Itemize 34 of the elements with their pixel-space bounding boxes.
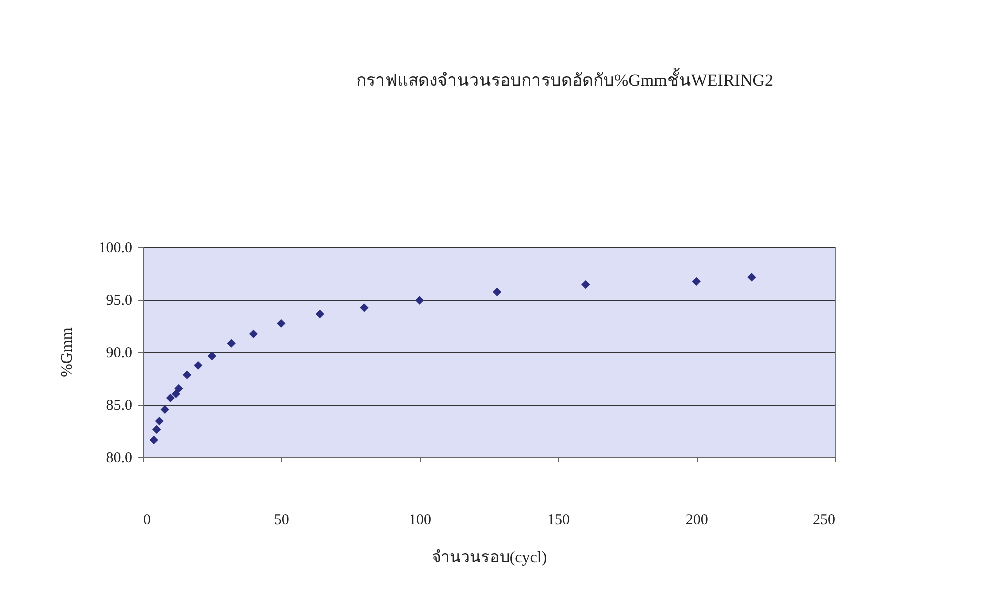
y-axis-title: %Gmm [58,327,76,378]
point [166,394,176,403]
y-tick-label: 100.0 [98,240,132,256]
point [277,319,286,328]
point [194,361,203,370]
x-tick-label: 100 [409,512,432,528]
chart-title: กราฟแสดงจำนวนรอบการบดอัดกับ%Gmmชั้นWEIRING2 [356,68,774,90]
point [582,280,590,290]
point [174,384,184,394]
point [182,370,192,380]
point [692,277,701,286]
point [227,339,236,348]
y-tick-label: 90.0 [106,346,132,362]
point [172,390,181,398]
point [492,288,502,296]
point [150,436,158,445]
point [160,405,170,414]
x-axis-title: จำนวนรอบ(cycl) [432,550,548,566]
point [748,273,756,282]
point [360,304,369,312]
point [208,352,217,361]
point [249,330,258,338]
x-tick-label: 250 [813,512,836,528]
x-tick-label: 0 [144,512,151,528]
x-tick-label: 200 [686,512,708,528]
y-tick-label: 80.0 [106,450,132,466]
y-tick-label: 95.0 [106,293,132,309]
x-tick-label: 50 [274,512,290,528]
point [316,310,324,319]
point [155,416,164,426]
point [152,425,162,434]
y-tick-label: 85.0 [106,398,132,414]
x-tick-label: 150 [547,512,570,528]
point [415,296,424,305]
